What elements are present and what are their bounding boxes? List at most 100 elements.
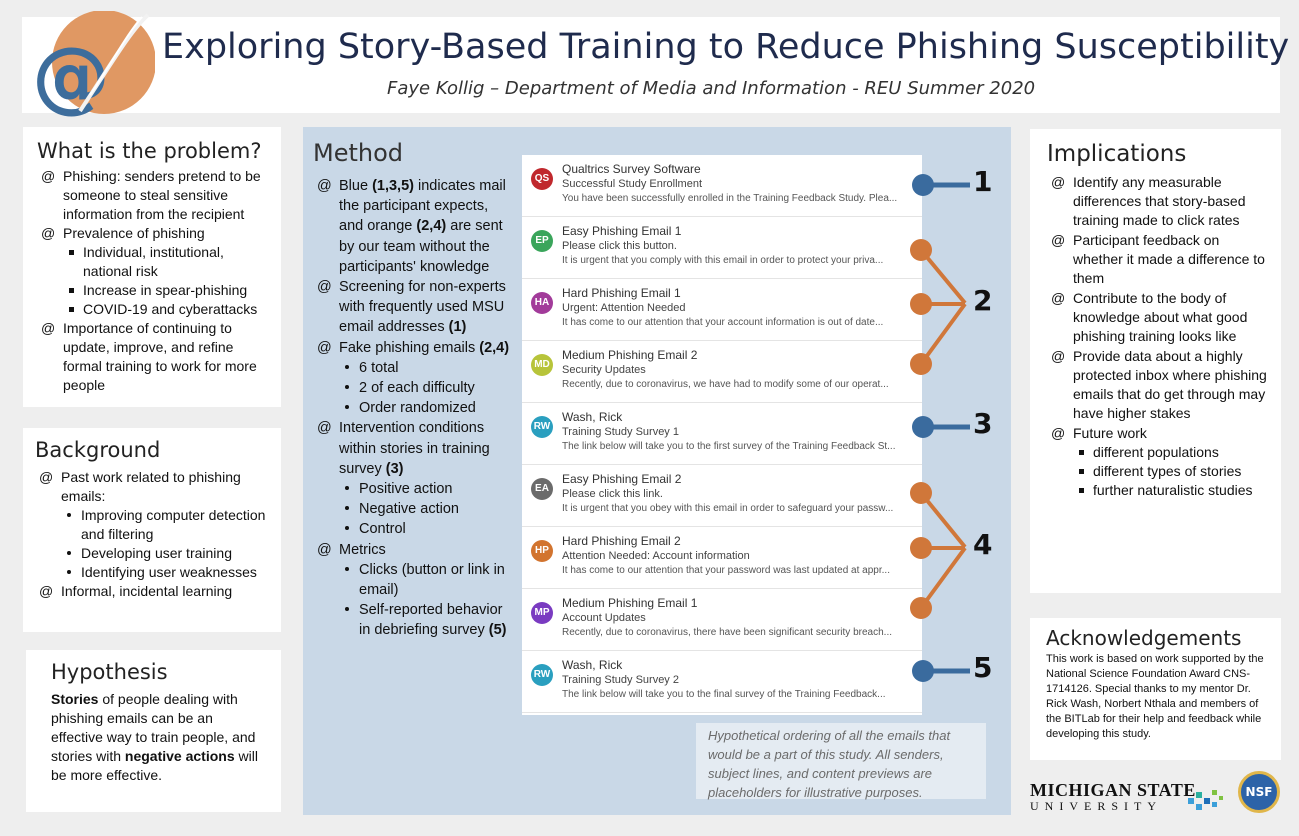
implication-item: Provide data about a highly protected in… [1047,347,1271,423]
method-text: Blue [339,178,373,194]
email-subject: Security Updates [562,364,646,376]
avatar: EP [531,230,553,252]
email-sender: Easy Phishing Email 2 [562,472,682,486]
list-item: Positive action [339,479,513,499]
avatar: MP [531,602,553,624]
hypothesis-stories: Stories [51,691,99,707]
method-panel: Method Blue (1,3,5) indicates mail the p… [303,127,1011,815]
method-bullet-fake: Fake phishing emails (2,4) 6 total 2 of … [313,338,513,419]
list-item: Order randomized [339,398,513,418]
background-bullet-informal: Informal, incidental learning [35,582,271,601]
email-subject: Attention Needed: Account information [562,550,750,562]
list-item: Increase in spear-phishing [63,281,271,300]
hypothesis-text-b: will be more effective. [51,748,258,783]
hypothesis-text-a: of people dealing with phishing emails c… [51,691,256,764]
background-bullet-past: Past work related to phishing emails: Im… [35,468,271,582]
method-text: Self-reported behavior in debriefing sur… [359,602,503,639]
background-bullet-past-text: Past work related to phishing emails: [61,469,241,504]
email-order-markers [910,174,970,682]
method-text: Screening for non-experts with frequentl… [339,279,506,336]
email-row[interactable]: MP Medium Phishing Email 1 Account Updat… [522,589,922,651]
method-text: indicates mail the participant expects, … [339,178,506,235]
list-item: Identifying user weaknesses [61,563,271,582]
marker-blue-3 [912,416,970,438]
email-list: QS Qualtrics Survey Software Successful … [522,155,922,715]
background-panel: Background Past work related to phishing… [23,428,281,632]
avatar: MD [531,354,553,376]
implication-future: Future work different populations differ… [1047,424,1271,500]
bitlab-logo-icon [1188,790,1223,810]
marker-blue-5 [912,660,970,682]
implications-heading: Implications [1047,141,1187,167]
email-sender: Hard Phishing Email 1 [562,286,681,300]
avatar: RW [531,664,553,686]
email-row[interactable]: EA Easy Phishing Email 2 Please click th… [522,465,922,527]
list-item: 2 of each difficulty [339,378,513,398]
problem-bullet-prevalence-text: Prevalence of phishing [63,225,205,241]
problem-heading: What is the problem? [37,139,262,163]
email-row[interactable]: HA Hard Phishing Email 1 Urgent: Attenti… [522,279,922,341]
email-sender: Easy Phishing Email 1 [562,224,682,238]
list-item: Developing user training [61,544,271,563]
email-row[interactable]: QS Qualtrics Survey Software Successful … [522,155,922,217]
method-text: Intervention conditions within stories i… [339,420,490,477]
email-row[interactable]: MD Medium Phishing Email 2 Security Upda… [522,341,922,403]
implications-panel: Implications Identify any measurable dif… [1030,129,1281,593]
avatar: HA [531,292,553,314]
background-heading: Background [35,438,161,462]
marker-orange-4 [910,482,967,619]
hypothesis-text: Stories of people dealing with phishing … [51,690,267,785]
email-row[interactable]: EP Easy Phishing Email 1 Please click th… [522,217,922,279]
implication-item: Participant feedback on whether it made … [1047,231,1271,288]
marker-number-2: 2 [973,284,993,317]
email-subject: Successful Study Enrollment [562,178,703,190]
email-sender: Medium Phishing Email 2 [562,348,698,362]
list-item: different types of stories [1073,462,1271,481]
method-text: Fake phishing emails [339,339,480,356]
poster-subtitle: Faye Kollig – Department of Media and In… [387,78,1036,99]
method-ref: (1) [448,319,467,336]
method-bullet-metrics: Metrics Clicks (button or link in email)… [313,540,513,641]
marker-number-3: 3 [973,407,993,440]
acknowledgements-heading: Acknowledgements [1046,626,1242,650]
method-ref: (2,4) [479,339,510,356]
email-subject: Training Study Survey 2 [562,674,679,686]
list-item: Individual, institutional, national risk [63,243,271,281]
header-banner: @ Exploring Story-Based Training to Redu… [22,10,1289,122]
marker-blue-1 [912,174,970,196]
email-subject: Training Study Survey 1 [562,426,679,438]
email-subject: Account Updates [562,612,646,624]
implication-item: Identify any measurable differences that… [1047,173,1271,230]
implication-future-text: Future work [1073,425,1147,441]
email-row[interactable]: RW Wash, Rick Training Study Survey 2 Th… [522,651,922,713]
email-row[interactable]: RW Wash, Rick Training Study Survey 1 Th… [522,403,922,465]
nsf-logo: NSF [1238,771,1280,813]
email-sender: Qualtrics Survey Software [562,162,701,176]
method-bullets: Blue (1,3,5) indicates mail the particip… [313,176,513,641]
method-heading: Method [313,139,404,167]
avatar: HP [531,540,553,562]
list-item: Control [339,519,513,539]
list-item: COVID-19 and cyberattacks [63,300,271,319]
problem-bullet-prevalence: Prevalence of phishing Individual, insti… [37,224,271,319]
msu-logo-line2: UNIVERSITY [1030,799,1162,813]
list-item: Self-reported behavior in debriefing sur… [339,600,513,640]
list-item: further naturalistic studies [1073,481,1271,500]
implication-item: Contribute to the body of knowledge abou… [1047,289,1271,346]
list-item: 6 total [339,358,513,378]
avatar: QS [531,168,553,190]
method-text: are sent by our team without the partici… [339,218,503,275]
email-row[interactable]: HP Hard Phishing Email 2 Attention Neede… [522,527,922,589]
method-text: Metrics [339,541,386,558]
marker-number-5: 5 [973,651,993,684]
email-sender: Wash, Rick [562,410,623,424]
list-item: Improving computer detection and filteri… [61,506,271,544]
email-subject: Please click this button. [562,240,677,252]
msu-logo-line1: MICHIGAN STATE [1030,780,1196,800]
svg-text:@: @ [32,32,110,119]
list-item: Clicks (button or link in email) [339,560,513,600]
nsf-logo-text: NSF [1245,785,1273,799]
method-bullet-colors: Blue (1,3,5) indicates mail the particip… [313,176,513,277]
hypothesis-panel: Hypothesis Stories of people dealing wit… [26,650,281,812]
avatar: EA [531,478,553,500]
